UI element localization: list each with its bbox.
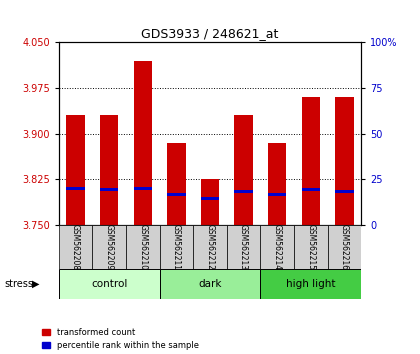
Bar <box>167 143 186 225</box>
Bar <box>160 269 260 299</box>
Bar <box>234 115 253 225</box>
Bar <box>294 225 328 269</box>
Bar <box>201 197 219 200</box>
Bar <box>100 115 118 225</box>
Text: GSM562213: GSM562213 <box>239 224 248 270</box>
Title: GDS3933 / 248621_at: GDS3933 / 248621_at <box>141 27 279 40</box>
Bar <box>134 61 152 225</box>
Text: control: control <box>91 279 127 289</box>
Bar <box>92 225 126 269</box>
Text: dark: dark <box>198 279 222 289</box>
Bar <box>167 193 186 196</box>
Bar <box>260 225 294 269</box>
Bar <box>268 143 286 225</box>
Bar <box>66 187 85 190</box>
Text: GSM562214: GSM562214 <box>273 224 282 270</box>
Bar <box>193 225 227 269</box>
Bar <box>134 187 152 190</box>
Text: GSM562209: GSM562209 <box>105 224 114 270</box>
Bar <box>234 190 253 193</box>
Text: GSM562208: GSM562208 <box>71 224 80 270</box>
Text: high light: high light <box>286 279 336 289</box>
Bar <box>100 188 118 191</box>
Bar <box>335 190 354 193</box>
Text: GSM562210: GSM562210 <box>138 224 147 270</box>
Text: GSM562212: GSM562212 <box>205 224 215 270</box>
Text: GSM562211: GSM562211 <box>172 224 181 270</box>
Text: GSM562216: GSM562216 <box>340 224 349 270</box>
Bar <box>201 179 219 225</box>
Legend: transformed count, percentile rank within the sample: transformed count, percentile rank withi… <box>42 328 199 350</box>
Bar <box>328 225 361 269</box>
Text: GSM562215: GSM562215 <box>306 224 315 270</box>
Text: ▶: ▶ <box>32 279 39 289</box>
Bar <box>126 225 160 269</box>
Bar <box>335 97 354 225</box>
Bar <box>302 188 320 191</box>
Bar <box>260 269 361 299</box>
Bar <box>302 97 320 225</box>
Bar <box>160 225 193 269</box>
Bar <box>59 225 92 269</box>
Bar <box>227 225 260 269</box>
Bar <box>59 269 160 299</box>
Bar <box>268 193 286 196</box>
Bar <box>66 115 85 225</box>
Text: stress: stress <box>4 279 33 289</box>
